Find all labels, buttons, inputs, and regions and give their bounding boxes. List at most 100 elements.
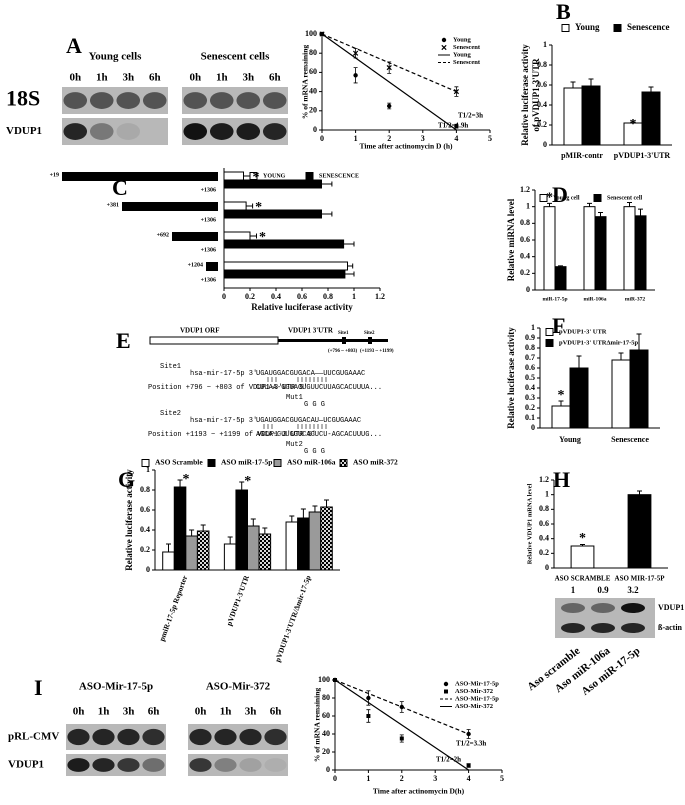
y-tick-label: 0.8 (525, 343, 535, 352)
site-position: Position +1193 ~ +1199 of VDUP1-3'UTR 5' (148, 431, 316, 439)
y-tick-label: 80 (309, 48, 317, 57)
annotation: T1/2=1.9h (438, 122, 468, 130)
error-bar (387, 102, 392, 110)
error-bar (598, 212, 603, 217)
x-tick-label: ASO MIR-17-5P (615, 575, 666, 583)
x-tick-label: 5 (500, 774, 504, 783)
x-tick-label: miR-17-5p (542, 296, 567, 302)
legend-swatch (273, 459, 282, 467)
lane-label: 0h (195, 706, 207, 718)
legend-swatch (545, 339, 554, 347)
bar (247, 525, 260, 571)
band (264, 758, 287, 772)
error-bar (627, 202, 632, 207)
band (142, 728, 165, 746)
y-tick-label: 80 (322, 693, 330, 702)
blot-row-label: VDUP1 (8, 759, 44, 771)
mirna-seq: UGAUGGACGUGACAU—UCGUGAAAC (256, 417, 361, 425)
panel-letter: E (116, 328, 131, 353)
bar (543, 206, 556, 291)
error-bar (246, 203, 254, 209)
quantification: 0.9 (597, 585, 609, 595)
band (621, 603, 645, 613)
y-tick-label: 1 (543, 40, 547, 49)
band (262, 92, 287, 109)
bar (623, 206, 636, 291)
fit-line (321, 33, 457, 93)
construct-end: +1306 (201, 247, 216, 253)
bar (223, 269, 346, 279)
lane-label: 0h (189, 72, 201, 84)
y-axis-label: Relative VDUP1 mRNA level (526, 484, 533, 565)
legend-swatch (593, 194, 602, 202)
fit-line (321, 33, 457, 131)
lane-label: 6h (148, 706, 160, 718)
bar (611, 359, 631, 429)
mirna-name: hsa-mir-17-5p 3' (190, 370, 257, 378)
band (142, 758, 165, 772)
y-tick-label: 1 (146, 465, 150, 474)
site-mark (342, 337, 346, 344)
y-tick-label: 40 (309, 86, 317, 95)
y-tick-label: 0.6 (537, 80, 547, 89)
error-bar (239, 481, 245, 490)
x-tick-label: 5 (488, 134, 492, 143)
legend-swatch (207, 459, 216, 467)
orf-label: VDUP1 ORF (180, 327, 219, 335)
band (63, 123, 88, 140)
x-tick-label: miR-106a (584, 296, 607, 302)
y-tick-label: 0.4 (539, 533, 549, 542)
bar (581, 85, 601, 146)
band (189, 728, 212, 746)
mirna-name: hsa-mir-17-5p 3' (190, 417, 257, 425)
band (116, 92, 141, 109)
site-title: Site1 (160, 363, 181, 371)
y-tick-label: 20 (322, 747, 330, 756)
pairing (267, 377, 327, 382)
x-axis-label: Relative luciferase activity (251, 302, 353, 312)
legend-label: Young (453, 36, 471, 43)
y-tick-label: 0 (531, 423, 535, 432)
mut-bases: G G G (304, 448, 325, 456)
utr-line (278, 339, 388, 342)
band (214, 728, 237, 746)
annotation: T1/2=2h (436, 756, 461, 764)
lane-label: 0h (69, 72, 81, 84)
legend-label: Senescent (453, 44, 481, 51)
site-label: Site2 (364, 331, 375, 336)
error-bar (570, 81, 576, 88)
site-range: (+796 ~ +803) (328, 349, 357, 354)
bar (594, 216, 607, 291)
bar (308, 511, 322, 571)
y-tick-label: 0.4 (525, 383, 535, 392)
band (183, 92, 208, 109)
y-axis-label: Relative miRNA level (506, 198, 516, 281)
y-tick-label: 0.6 (539, 519, 549, 528)
band (89, 92, 114, 109)
significance: * (259, 230, 266, 245)
bar (569, 367, 589, 429)
error-bar (243, 173, 251, 179)
band (117, 758, 140, 772)
band (92, 758, 115, 772)
error-bar (558, 400, 564, 406)
lane-label: 1h (98, 706, 110, 718)
lane-label: 3h (122, 72, 134, 84)
legend-label: Senescent (453, 59, 481, 66)
y-tick-label: 1.2 (539, 475, 549, 484)
lane-label: 6h (269, 72, 281, 84)
construct (206, 262, 218, 271)
y-tick-label: 0 (543, 140, 547, 149)
y-tick-label: 0.4 (140, 525, 150, 534)
legend-swatch (305, 172, 314, 180)
band (239, 728, 262, 746)
band (116, 123, 141, 140)
y-tick-label: 0.7 (525, 353, 535, 362)
error-bar (366, 709, 371, 723)
y-tick-label: 40 (322, 729, 330, 738)
bar (285, 521, 299, 571)
y-tick-label: 60 (322, 711, 330, 720)
blot-group: Senescent cells (201, 51, 270, 63)
legend-label: ASO miR-372 (353, 458, 398, 467)
